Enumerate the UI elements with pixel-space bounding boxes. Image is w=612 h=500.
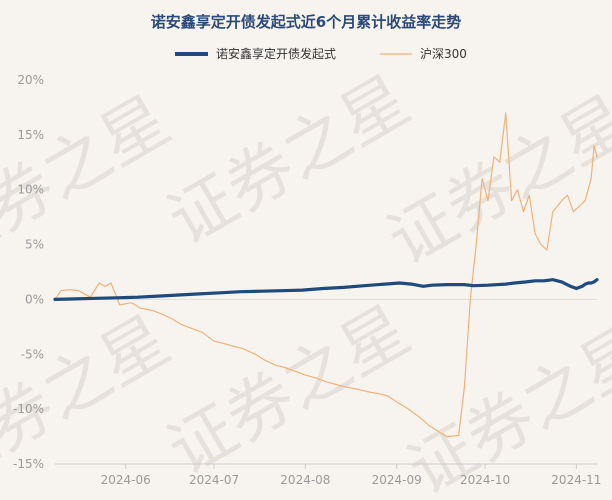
y-axis: 20% 15% 10% 5% 0% -5% -10% -15% (13, 73, 44, 471)
x-tick-label: 2024-10 (460, 473, 510, 487)
legend-label-index: 沪深300 (420, 47, 467, 61)
legend: 诺安鑫享定开债发起式 沪深300 (175, 46, 467, 61)
x-axis: 2024-06 2024-07 2024-08 2024-09 2024-10 2024-… (101, 464, 601, 487)
y-tick-label: 20% (17, 73, 44, 87)
legend-item-fund[interactable]: 诺安鑫享定开债发起式 (175, 46, 336, 61)
series-layer (53, 112, 599, 438)
series-line-index[interactable] (54, 112, 598, 438)
y-tick-label: -5% (21, 347, 44, 361)
y-tick-label: 10% (17, 183, 44, 197)
watermark-text: 证券之星 (155, 291, 422, 490)
y-tick-label: 5% (25, 238, 44, 252)
chart-title: 诺安鑫享定开债发起式近6个月累计收益率走势 (151, 13, 461, 31)
x-tick-label: 2024-09 (372, 473, 422, 487)
y-tick-label: -15% (13, 457, 44, 471)
watermark-text: 证券之星 (155, 61, 422, 260)
x-tick-label: 2024-07 (189, 473, 239, 487)
legend-label-fund: 诺安鑫享定开债发起式 (216, 46, 336, 61)
x-tick-label: 2024-08 (280, 473, 330, 487)
legend-item-index[interactable]: 沪深300 (380, 47, 467, 61)
watermark-text: 证券之星 (395, 311, 612, 500)
x-tick-label: 2024-06 (101, 473, 151, 487)
series-line-fund[interactable] (53, 278, 599, 301)
y-tick-label: 15% (17, 128, 44, 142)
y-tick-label: 0% (25, 292, 44, 306)
x-tick-label: 2024-11 (551, 473, 601, 487)
y-tick-label: -10% (13, 402, 44, 416)
